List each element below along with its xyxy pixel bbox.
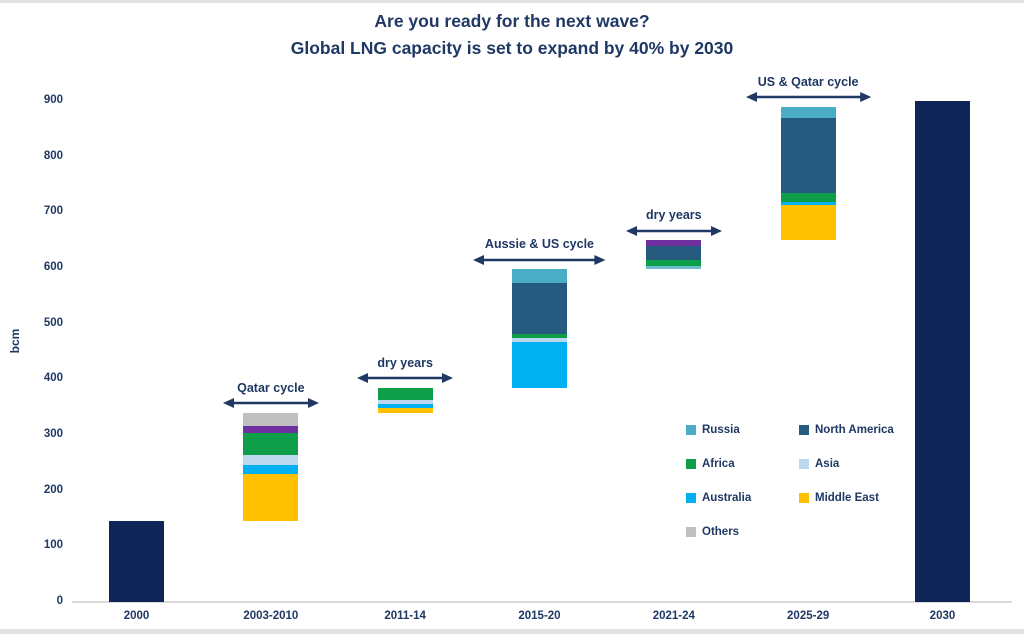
x-tick-2003-2010: 2003-2010	[243, 610, 299, 622]
legend-item-middle-east: Middle East	[799, 492, 939, 504]
bar-2015-20-segment-africa	[511, 334, 567, 339]
y-axis-title: bcm	[8, 328, 22, 354]
legend-label-middle-east: Middle East	[815, 492, 879, 504]
legend-label-australia: Australia	[702, 492, 752, 504]
annotation-dry-years: dry years	[625, 208, 722, 242]
double-arrow-icon	[473, 254, 606, 265]
legend-item-north-america: North America	[799, 424, 939, 436]
legend-swatch-asia	[799, 459, 809, 469]
bar-2015-20-segment-asia	[511, 338, 567, 343]
y-tick-300: 300	[43, 428, 63, 440]
legend-swatch-russia	[686, 425, 696, 435]
y-tick-0: 0	[56, 595, 63, 607]
chart-title-line1: Are you ready for the next wave?	[374, 11, 650, 31]
legend-label-africa: Africa	[702, 458, 735, 470]
y-tick-800: 800	[43, 149, 63, 162]
bar-2015-20-segment-north-america	[511, 283, 567, 335]
annotation-label-dry-years: dry years	[646, 208, 702, 223]
annotation-label-qatar-cycle: Qatar cycle	[237, 380, 305, 395]
x-tick-2000: 2000	[123, 610, 150, 622]
bar-2021-24-segment-africa	[646, 260, 702, 266]
x-tick-2021-24: 2021-24	[652, 610, 695, 622]
x-tick-2011-14: 2011-14	[384, 610, 426, 622]
x-tick-2015-20: 2015-20	[518, 610, 561, 622]
legend-label-russia: Russia	[702, 424, 740, 436]
bar-2011-14-segment-africa	[377, 387, 433, 400]
legend-item-others: Others	[686, 526, 799, 538]
legend-swatch-australia	[686, 493, 696, 503]
legend-swatch-others	[686, 527, 696, 537]
bar-2011-14-segment-australia	[377, 404, 433, 408]
annotation-us-qatar-cycle: US & Qatar cycle	[745, 74, 871, 109]
chart-title-line2: Global LNG capacity is set to expand by …	[290, 38, 734, 59]
bar-2003-2010-segment-others	[243, 412, 299, 427]
y-tick-400: 400	[43, 372, 63, 385]
y-tick-900: 900	[43, 94, 63, 106]
annotation-label-dry-years: dry years	[377, 355, 433, 370]
top-edge-strip	[0, 0, 1024, 3]
bar-2003-2010-segment-africa	[243, 432, 299, 456]
legend-item-russia: Russia	[686, 424, 799, 436]
bar-2000-segment-total-capacity	[109, 521, 164, 602]
x-tick-2030: 2030	[929, 610, 956, 622]
legend-swatch-north-america	[799, 425, 809, 435]
bar-2011-14-segment-middle-east	[377, 407, 433, 413]
bar-2025-29-segment-russia	[780, 106, 836, 118]
legend-label-asia: Asia	[815, 458, 840, 470]
bar-2021-24-segment-other-purple	[646, 240, 702, 246]
bar-2030-segment-total-capacity	[914, 101, 970, 602]
annotation-label-aussie-us-cycle: Aussie & US cycle	[484, 237, 595, 252]
chart-title: Are you ready for the next wave? Global …	[0, 8, 1024, 62]
bottom-edge-strip	[0, 629, 1024, 634]
bar-2015-20-segment-australia	[511, 342, 567, 388]
double-arrow-icon	[625, 225, 722, 236]
bar-2003-2010-segment-asia	[243, 455, 299, 466]
legend-item-asia: Asia	[799, 458, 939, 470]
x-axis-line	[72, 601, 1012, 603]
bar-2011-14-segment-asia	[377, 399, 433, 405]
bar-2015-20-segment-russia	[511, 269, 567, 284]
annotation-dry-years: dry years	[357, 355, 454, 390]
bar-2025-29-segment-africa	[780, 193, 836, 203]
annotation-qatar-cycle: Qatar cycle	[222, 380, 319, 415]
bar-2025-29-segment-australia	[780, 202, 836, 206]
bar-2021-24-segment-russia	[646, 265, 702, 270]
y-tick-100: 100	[43, 539, 63, 552]
x-tick-2025-29: 2025-29	[787, 610, 830, 622]
double-arrow-icon	[357, 373, 454, 384]
bar-2003-2010-segment-other-purple	[243, 426, 299, 433]
bar-2021-24-segment-north-america	[646, 245, 702, 261]
legend-item-australia: Australia	[686, 492, 799, 504]
bar-2025-29-segment-middle-east	[780, 205, 836, 241]
annotation-aussie-us-cycle: Aussie & US cycle	[473, 237, 606, 271]
bar-2003-2010-segment-australia	[243, 465, 299, 474]
bar-2025-29-segment-north-america	[780, 117, 836, 194]
double-arrow-icon	[222, 398, 319, 409]
legend-item-africa: Africa	[686, 458, 799, 470]
legend: Russia North America Africa Asia Australia Mi…	[686, 413, 939, 549]
y-tick-200: 200	[43, 483, 63, 496]
legend-label-others: Others	[702, 526, 740, 538]
legend-swatch-africa	[686, 459, 696, 469]
legend-swatch-middle-east	[799, 493, 809, 503]
bar-2003-2010-segment-middle-east	[243, 473, 299, 522]
legend-label-north-america: North America	[815, 424, 894, 436]
y-tick-600: 600	[43, 261, 63, 273]
y-tick-500: 500	[43, 316, 63, 329]
double-arrow-icon	[745, 92, 871, 103]
annotation-label-us-qatar-cycle: US & Qatar cycle	[757, 74, 859, 89]
y-tick-700: 700	[43, 205, 63, 218]
